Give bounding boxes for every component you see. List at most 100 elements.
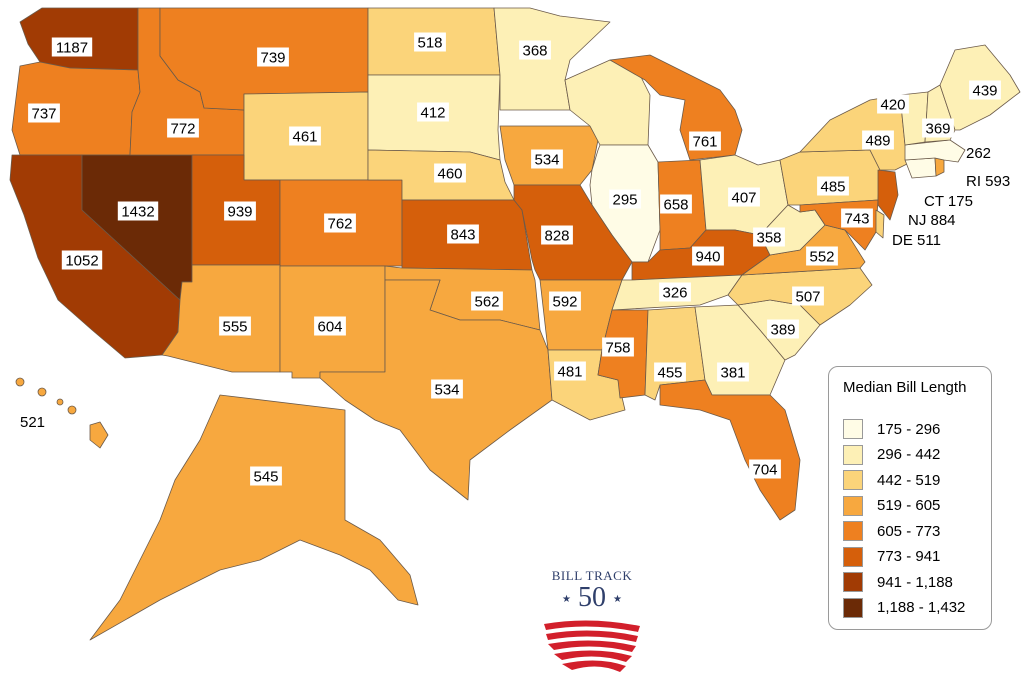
svg-text:772: 772 [170, 121, 195, 138]
value-label-CA: 1052 [61, 250, 103, 270]
svg-text:369: 369 [925, 121, 950, 138]
value-label-UT: 939 [224, 201, 256, 221]
value-label-MS: 758 [602, 337, 634, 357]
label-DE: DE 511 [892, 232, 941, 249]
value-label-GA: 381 [717, 362, 749, 382]
svg-text:481: 481 [557, 364, 582, 381]
value-label-MI: 761 [689, 131, 721, 151]
svg-text:843: 843 [450, 227, 475, 244]
svg-text:461: 461 [292, 129, 317, 146]
legend-item: 1,188 - 1,432 [843, 597, 966, 618]
value-label-TX: 534 [431, 379, 463, 399]
svg-text:604: 604 [317, 319, 342, 336]
svg-text:489: 489 [865, 133, 890, 150]
hawaii-islets [15, 377, 77, 415]
logo-star-icon: ★ [562, 594, 571, 606]
svg-text:420: 420 [880, 97, 905, 114]
legend-swatch [843, 572, 863, 592]
legend-swatch [843, 419, 863, 439]
value-label-AR: 592 [549, 291, 581, 311]
value-label-KS: 843 [447, 224, 479, 244]
logo-star-icon: ★ [613, 594, 622, 606]
value-label-FL: 704 [749, 459, 781, 479]
legend-item: 519 - 605 [843, 495, 941, 516]
state-FL[interactable] [659, 379, 801, 521]
value-label-WV: 358 [753, 227, 785, 247]
value-label-ND: 518 [414, 32, 446, 52]
legend-swatch [843, 546, 863, 567]
legend-label: 519 - 605 [877, 497, 941, 514]
value-label-LA: 481 [554, 361, 586, 381]
legend-label: 442 - 519 [877, 471, 941, 489]
value-label-VA: 552 [806, 246, 838, 266]
value-label-NM: 604 [314, 316, 346, 336]
legend-item: 442 - 519 [843, 470, 940, 490]
value-label-NH: 369 [922, 118, 954, 138]
flag-stripes-icon [544, 620, 640, 672]
legend-label: 941 - 1,188 [877, 573, 953, 591]
value-label-NV: 1432 [117, 201, 159, 221]
value-label-IA: 534 [531, 149, 563, 169]
svg-text:940: 940 [695, 249, 720, 266]
value-label-OH: 407 [728, 187, 760, 207]
svg-text:1432: 1432 [121, 204, 154, 221]
legend-swatch [843, 597, 863, 618]
billtrack50-logo: BILL TRACK ★ 50 ★ [540, 568, 644, 672]
svg-text:658: 658 [663, 197, 688, 214]
svg-text:326: 326 [662, 285, 687, 302]
value-label-SC: 389 [767, 319, 799, 339]
svg-text:455: 455 [657, 365, 682, 382]
logo-number: ★ 50 ★ [562, 582, 622, 613]
svg-text:758: 758 [605, 340, 630, 357]
value-label-ME: 439 [969, 80, 1001, 100]
state-MN[interactable] [493, 7, 611, 111]
label-CT: CT 175 [924, 193, 973, 210]
value-label-NC: 507 [792, 286, 824, 306]
value-label-ID: 772 [167, 118, 199, 138]
svg-text:1187: 1187 [56, 40, 88, 57]
svg-text:534: 534 [534, 152, 559, 169]
value-label-AK: 545 [250, 466, 282, 486]
legend-item: 605 - 773 [843, 521, 940, 541]
state-MA[interactable] [904, 139, 966, 163]
value-label-WY: 461 [289, 126, 321, 146]
value-label-SD: 412 [417, 102, 449, 122]
svg-text:743: 743 [844, 211, 869, 228]
value-label-OR: 737 [28, 103, 60, 123]
value-label-IN: 658 [660, 194, 692, 214]
value-label-AL: 455 [654, 362, 686, 382]
svg-text:939: 939 [227, 204, 252, 221]
svg-text:485: 485 [820, 179, 845, 196]
logo-text: BILL TRACK [551, 568, 633, 583]
state-NJ[interactable] [877, 169, 899, 221]
state-CT[interactable] [904, 157, 937, 179]
state-AK[interactable] [89, 394, 419, 641]
value-label-VT: 420 [877, 94, 909, 114]
svg-text:439: 439 [972, 83, 997, 100]
svg-text:761: 761 [692, 134, 717, 151]
label-RI: RI 593 [966, 173, 1010, 190]
svg-text:534: 534 [434, 382, 459, 399]
callout-labels: 262 RI 593 CT 175 NJ 884 DE 511 521 [20, 145, 1010, 431]
legend-item: 773 - 941 [843, 546, 940, 567]
legend-swatch [843, 470, 863, 490]
svg-text:739: 739 [260, 50, 285, 67]
state-RI[interactable] [934, 157, 945, 177]
svg-text:592: 592 [552, 294, 577, 311]
value-label-KY: 940 [692, 246, 724, 266]
svg-text:704: 704 [752, 462, 777, 479]
value-label-WA: 1187 [51, 37, 93, 57]
state-DE[interactable] [875, 209, 885, 239]
value-label-NY: 489 [862, 130, 894, 150]
svg-text:381: 381 [720, 365, 745, 382]
svg-text:295: 295 [612, 192, 637, 209]
svg-text:828: 828 [544, 228, 569, 245]
state-HI[interactable] [89, 421, 109, 449]
svg-text:762: 762 [327, 216, 352, 233]
value-label-MO: 828 [541, 225, 573, 245]
legend-label: 1,188 - 1,432 [877, 599, 966, 616]
svg-text:460: 460 [437, 166, 462, 183]
legend-label: 175 - 296 [877, 420, 941, 438]
svg-text:1052: 1052 [65, 253, 98, 270]
svg-text:368: 368 [522, 43, 547, 60]
